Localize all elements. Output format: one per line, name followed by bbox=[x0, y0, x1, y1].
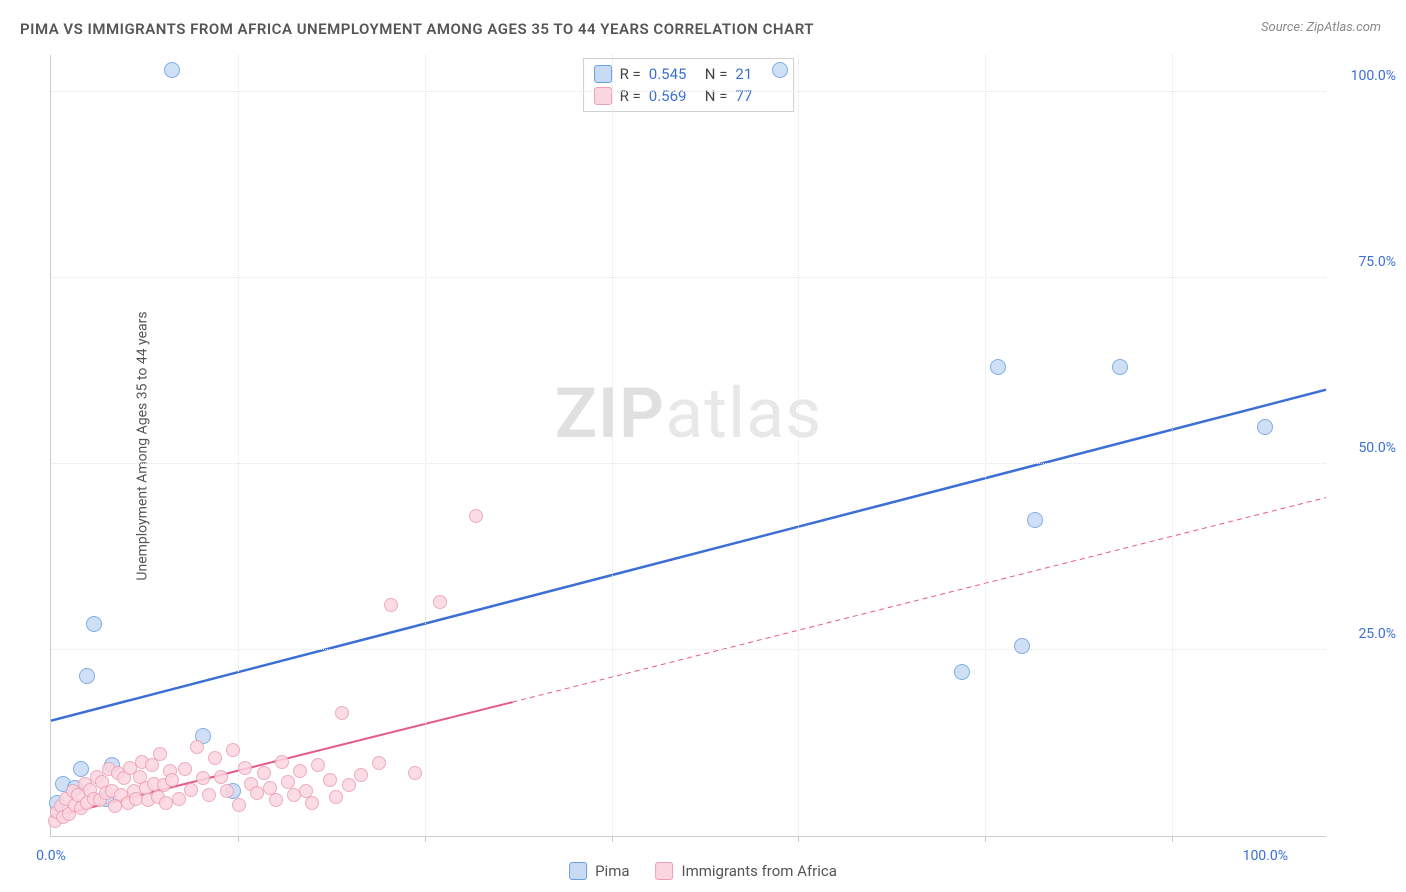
data-point bbox=[238, 761, 252, 775]
x-tick-mark bbox=[238, 836, 239, 842]
gridline-vertical bbox=[612, 55, 613, 836]
data-point bbox=[86, 616, 102, 632]
data-point bbox=[73, 761, 89, 777]
n-label: N = bbox=[705, 87, 728, 105]
data-point bbox=[178, 762, 192, 776]
gridline-horizontal bbox=[51, 649, 1326, 650]
correlation-chart: PIMA VS IMMIGRANTS FROM AFRICA UNEMPLOYM… bbox=[0, 0, 1406, 892]
x-tick-mark bbox=[612, 836, 613, 842]
legend-item: Pima bbox=[569, 862, 629, 880]
stats-row: R =0.545N =21 bbox=[594, 63, 784, 85]
y-tick-label: 75.0% bbox=[1336, 254, 1396, 270]
gridline-vertical bbox=[1172, 55, 1173, 836]
x-tick-label: 100.0% bbox=[1243, 848, 1288, 864]
gridline-vertical bbox=[425, 55, 426, 836]
gridline-horizontal bbox=[51, 463, 1326, 464]
data-point bbox=[196, 771, 210, 785]
gridline-vertical bbox=[985, 55, 986, 836]
data-point bbox=[220, 784, 234, 798]
data-point bbox=[311, 758, 325, 772]
data-point bbox=[772, 62, 788, 78]
data-point bbox=[305, 796, 319, 810]
gridline-vertical bbox=[238, 55, 239, 836]
data-point bbox=[275, 755, 289, 769]
plot-area: ZIPatlas R =0.545N =21R =0.569N =77 25.0… bbox=[50, 55, 1326, 837]
data-point bbox=[257, 766, 271, 780]
trend-lines-layer bbox=[51, 55, 1326, 836]
legend-swatch bbox=[569, 862, 587, 880]
data-point bbox=[1014, 638, 1030, 654]
data-point bbox=[990, 359, 1006, 375]
data-point bbox=[269, 793, 283, 807]
y-tick-label: 50.0% bbox=[1336, 440, 1396, 456]
data-point bbox=[335, 706, 349, 720]
data-point bbox=[1027, 512, 1043, 528]
data-point bbox=[184, 783, 198, 797]
trend-line bbox=[51, 390, 1326, 721]
data-point bbox=[372, 756, 386, 770]
data-point bbox=[226, 743, 240, 757]
stats-legend-box: R =0.545N =21R =0.569N =77 bbox=[583, 58, 795, 112]
data-point bbox=[232, 798, 246, 812]
r-label: R = bbox=[620, 87, 641, 105]
data-point bbox=[172, 792, 186, 806]
y-tick-label: 100.0% bbox=[1336, 68, 1396, 84]
data-point bbox=[1257, 419, 1273, 435]
r-value: 0.545 bbox=[649, 65, 697, 83]
data-point bbox=[165, 773, 179, 787]
data-point bbox=[323, 773, 337, 787]
gridline-vertical bbox=[798, 55, 799, 836]
legend-swatch bbox=[656, 862, 674, 880]
legend-label: Pima bbox=[595, 862, 629, 880]
stats-row: R = 0.569 N = 77 bbox=[594, 85, 784, 107]
data-point bbox=[433, 595, 447, 609]
data-point bbox=[202, 788, 216, 802]
series-swatch bbox=[594, 65, 612, 83]
data-point bbox=[342, 778, 356, 792]
data-point bbox=[293, 764, 307, 778]
series-swatch bbox=[594, 87, 612, 105]
y-tick-label: 25.0% bbox=[1336, 626, 1396, 642]
n-value: 77 bbox=[735, 87, 783, 105]
data-point bbox=[190, 740, 204, 754]
series-legend: Pima Immigrants from Africa bbox=[569, 862, 837, 880]
data-point bbox=[164, 62, 180, 78]
x-tick-mark bbox=[985, 836, 986, 842]
r-value: 0.569 bbox=[649, 87, 697, 105]
x-tick-mark bbox=[1172, 836, 1173, 842]
legend-label: Immigrants from Africa bbox=[682, 862, 837, 880]
data-point bbox=[408, 766, 422, 780]
data-point bbox=[354, 768, 368, 782]
data-point bbox=[469, 509, 483, 523]
r-label: R = bbox=[620, 65, 641, 83]
x-tick-label: 0.0% bbox=[36, 848, 66, 864]
legend-item: Immigrants from Africa bbox=[656, 862, 837, 880]
x-tick-mark bbox=[425, 836, 426, 842]
chart-title: PIMA VS IMMIGRANTS FROM AFRICA UNEMPLOYM… bbox=[20, 20, 814, 38]
data-point bbox=[329, 790, 343, 804]
data-point bbox=[79, 668, 95, 684]
trend-line bbox=[512, 498, 1326, 703]
data-point bbox=[954, 664, 970, 680]
data-point bbox=[1112, 359, 1128, 375]
gridline-horizontal bbox=[51, 91, 1326, 92]
data-point bbox=[153, 747, 167, 761]
data-point bbox=[214, 770, 228, 784]
data-point bbox=[208, 751, 222, 765]
source-attribution: Source: ZipAtlas.com bbox=[1261, 20, 1381, 35]
n-label: N = bbox=[705, 65, 728, 83]
data-point bbox=[384, 598, 398, 612]
x-tick-mark bbox=[798, 836, 799, 842]
gridline-horizontal bbox=[51, 277, 1326, 278]
